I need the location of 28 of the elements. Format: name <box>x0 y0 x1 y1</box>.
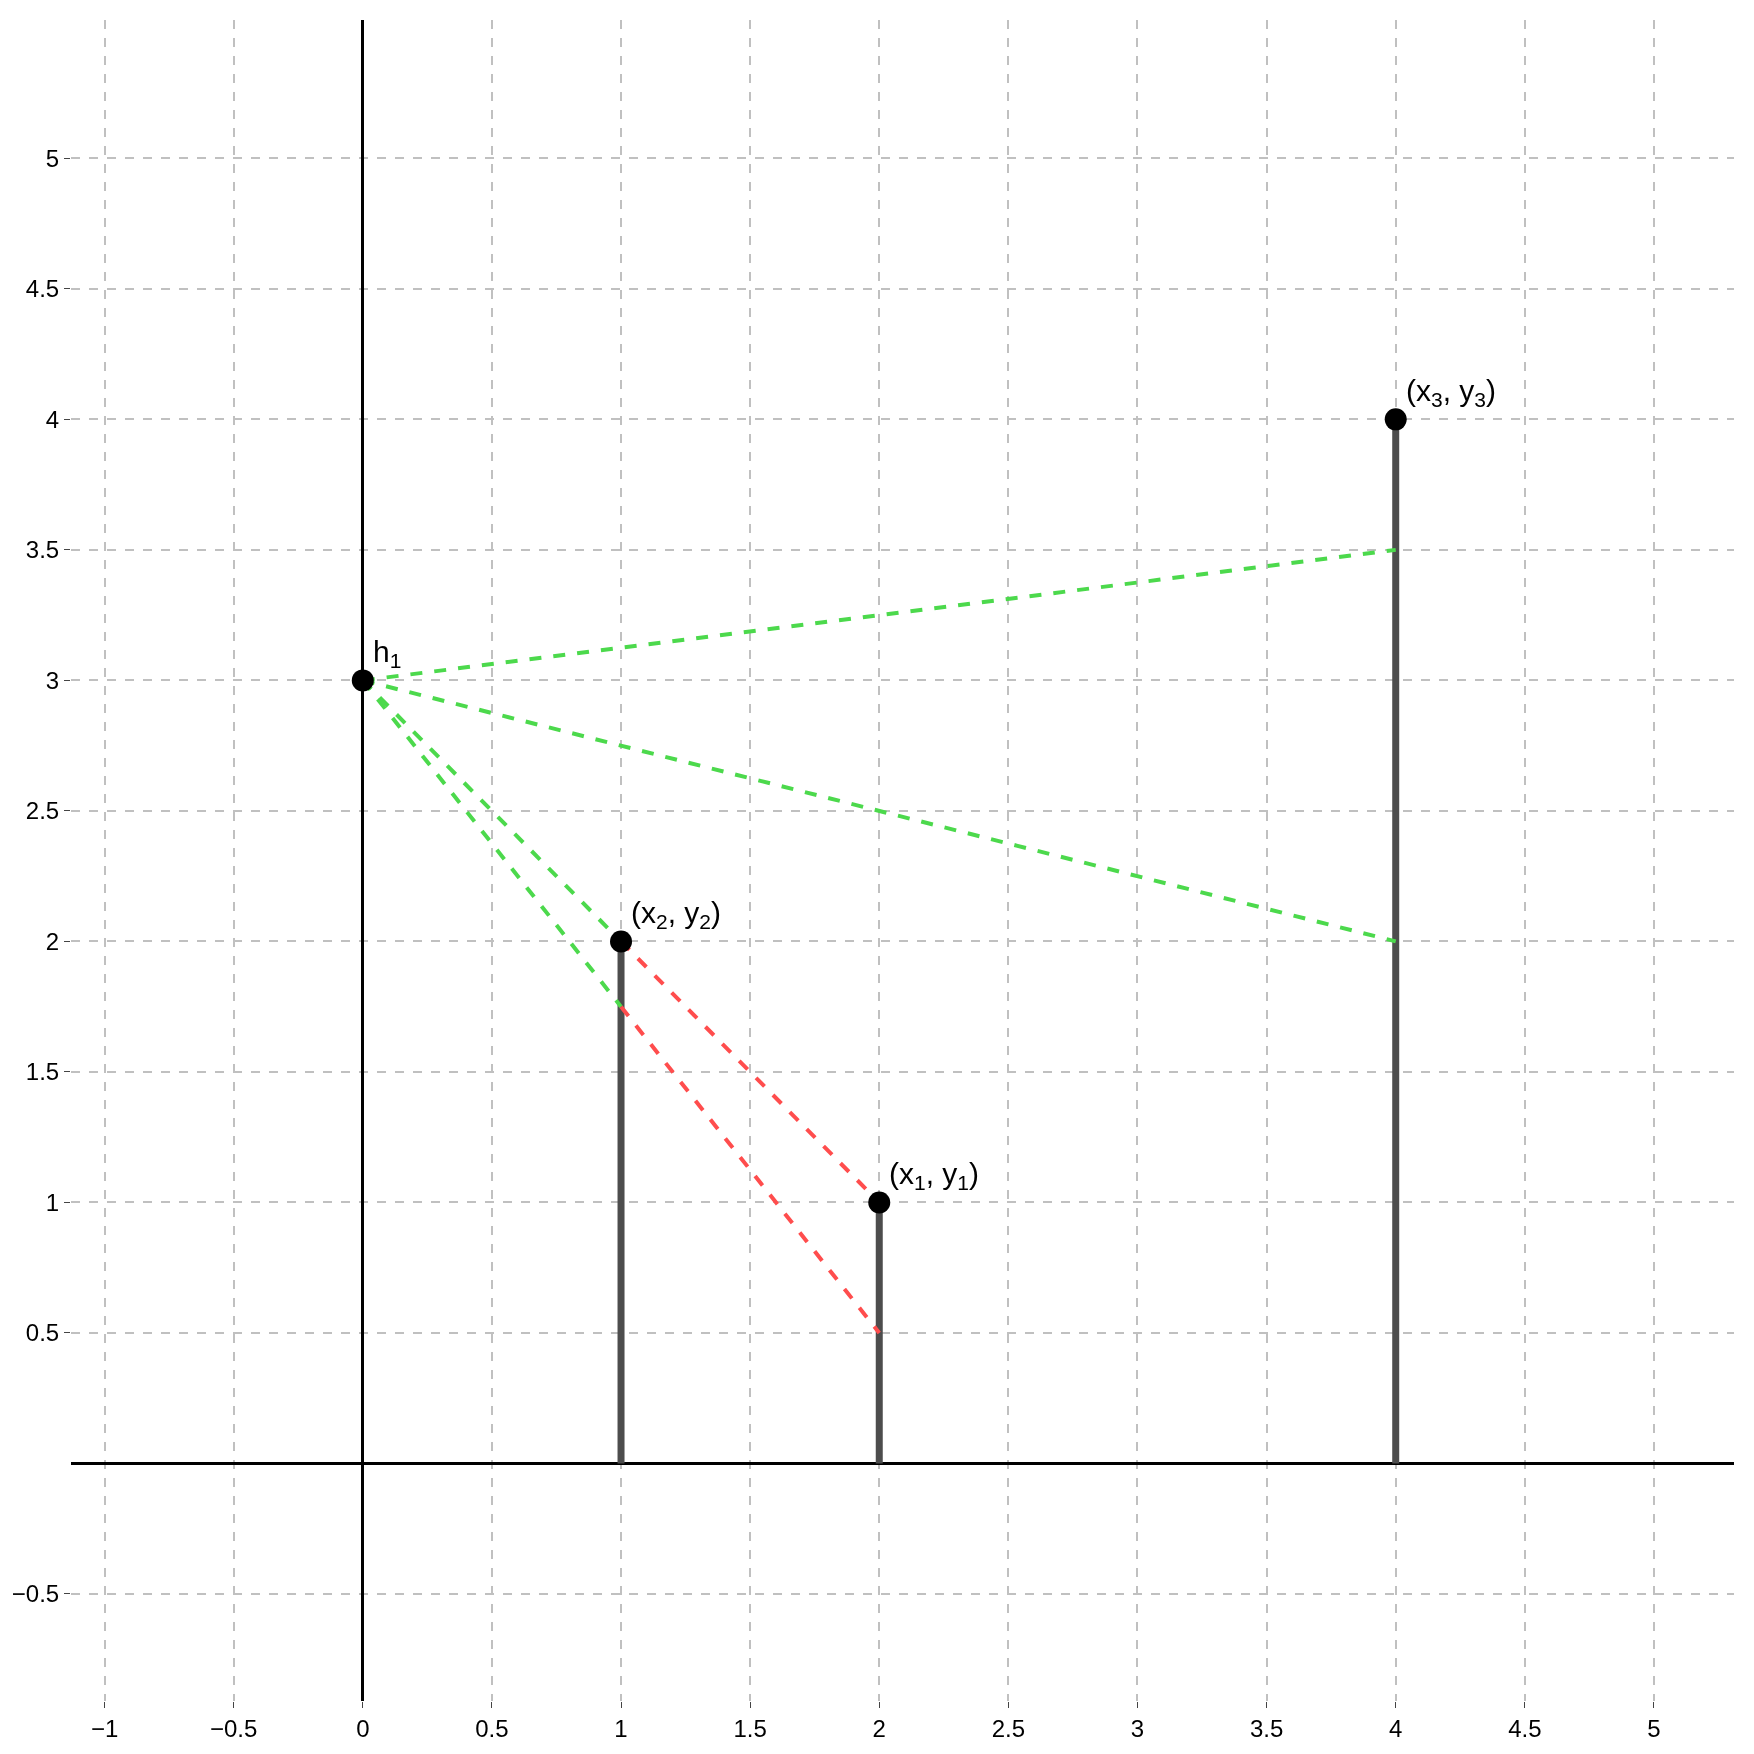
y-tick-label: 5 <box>45 144 60 172</box>
y-tick-label: −0.5 <box>11 1580 60 1608</box>
y-tick-label: 0.5 <box>25 1319 60 1347</box>
y-tick-label: 1 <box>45 1188 60 1216</box>
annotation: h$_{1}$ <box>373 635 402 673</box>
x-tick-label: −0.5 <box>209 1714 258 1742</box>
y-tick-label: 1.5 <box>25 1058 60 1086</box>
x-tick-label: 0 <box>356 1714 370 1742</box>
annotation: (x$_{3}$, y$_{3}$) <box>1406 374 1497 412</box>
y-tick-label: 3 <box>45 666 60 694</box>
y-tick-label: 3.5 <box>25 536 60 564</box>
y-tick-label: 4 <box>45 405 60 433</box>
x-tick-label: 4.5 <box>1508 1714 1542 1742</box>
x-tick-label: 3.5 <box>1249 1714 1284 1742</box>
x-tick-label: 5 <box>1647 1714 1661 1742</box>
x-tick-label: 3 <box>1130 1714 1145 1742</box>
y-tick-label: 4.5 <box>25 275 60 303</box>
y-tick-label: 2 <box>45 927 60 955</box>
x-tick-label: 4 <box>1389 1714 1403 1742</box>
annotation: (x$_{1}$, y$_{1}$) <box>889 1157 980 1195</box>
annotation: (x$_{2}$, y$_{2}$) <box>631 896 722 934</box>
y-tick-label: 2.5 <box>25 797 60 825</box>
x-tick-label: 2.5 <box>991 1714 1026 1742</box>
x-tick-label: 1 <box>614 1714 628 1742</box>
x-tick-label: 1.5 <box>733 1714 767 1742</box>
x-tick-label: 2 <box>872 1714 886 1742</box>
x-tick-label: −1 <box>90 1714 119 1742</box>
x-tick-label: 0.5 <box>475 1714 509 1742</box>
